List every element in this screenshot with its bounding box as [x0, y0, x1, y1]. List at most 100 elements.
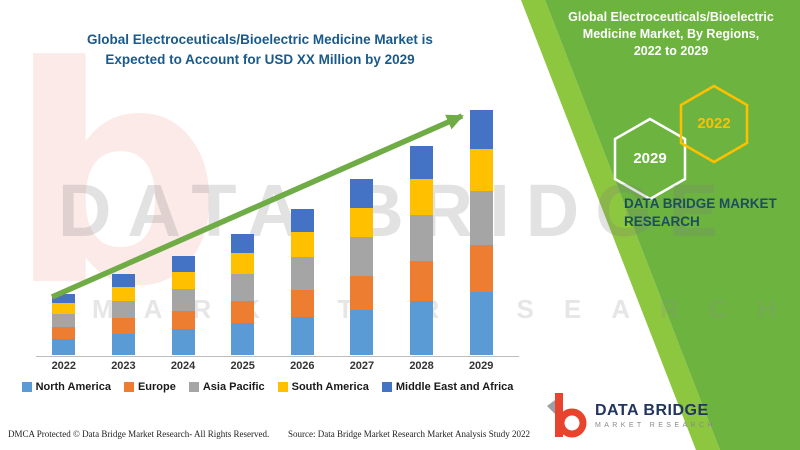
chart-title-line2: Expected to Account for USD XX Million b… [105, 52, 415, 67]
bar-column-2028: 2028 [409, 103, 434, 375]
legend-swatch [277, 382, 288, 392]
bar-segment-2027-middle-east-and-africa [350, 179, 374, 208]
bar-segment-2024-south-america [171, 272, 195, 289]
bar-segment-2025-asia-pacific [231, 274, 255, 301]
bar-column-2023: 2023 [111, 103, 136, 375]
bar-2027 [350, 179, 374, 355]
x-axis-label: 2029 [468, 360, 494, 372]
band-brand-line1: DATA BRIDGE MARKET [624, 196, 777, 211]
bar-segment-2022-asia-pacific [52, 313, 76, 328]
dmca-notice: DMCA Protected © Data Bridge Market Rese… [8, 429, 270, 439]
bar-segment-2025-north-america [231, 323, 255, 355]
bar-segment-2029-asia-pacific [469, 190, 493, 246]
bar-segment-2026-south-america [290, 232, 314, 258]
bar-segment-2027-south-america [350, 207, 374, 238]
bar-segment-2025-south-america [231, 253, 255, 274]
band-brand-text: DATA BRIDGE MARKET RESEARCH [624, 195, 777, 231]
bar-segment-2026-middle-east-and-africa [290, 208, 314, 233]
x-axis-label: 2023 [111, 360, 136, 372]
logo-name-text: DATA BRIDGE [595, 401, 709, 419]
stacked-bar-chart: 2022 2023 2024 2025 2026 2027 2028 2029 [34, 103, 511, 375]
bar-2023 [111, 274, 135, 355]
hexagon-label-2029: 2029 [633, 150, 667, 167]
x-axis-label: 2025 [230, 360, 255, 372]
bar-segment-2024-middle-east-and-africa [171, 256, 195, 273]
bar-column-2029: 2029 [469, 103, 493, 375]
legend-item-north-america: North America [21, 381, 111, 393]
legend-label: Europe [137, 381, 176, 393]
bar-column-2026: 2026 [290, 103, 315, 375]
x-axis-line [36, 356, 519, 357]
legend-swatch [123, 382, 134, 392]
bar-segment-2029-north-america [469, 291, 493, 355]
x-axis-label: 2022 [51, 360, 77, 372]
bar-segment-2023-middle-east-and-africa [111, 274, 135, 287]
legend-label: North America [35, 381, 111, 393]
bar-segment-2023-south-america [111, 286, 135, 301]
bar-segment-2023-europe [111, 318, 135, 335]
bar-segment-2023-north-america [111, 334, 135, 355]
bar-segment-2026-asia-pacific [290, 257, 314, 290]
bar-2026 [290, 208, 314, 355]
legend-item-middle-east-and-africa: Middle East and Africa [381, 381, 514, 393]
legend-label: Asia Pacific [202, 381, 265, 393]
bar-column-2024: 2024 [171, 103, 195, 375]
bar-segment-2028-europe [410, 261, 434, 301]
bar-segment-2028-south-america [410, 179, 434, 215]
bar-column-2022: 2022 [52, 103, 76, 375]
bar-column-2027: 2027 [350, 103, 374, 375]
bar-segment-2022-middle-east-and-africa [52, 293, 76, 303]
bar-segment-2023-asia-pacific [111, 300, 135, 319]
bar-segment-2022-north-america [52, 339, 76, 355]
bar-segment-2027-asia-pacific [350, 237, 374, 276]
bar-segment-2024-asia-pacific [171, 288, 195, 311]
x-axis-label: 2027 [349, 360, 375, 372]
legend-item-europe: Europe [123, 381, 176, 393]
legend-item-south-america: South America [277, 381, 369, 393]
hexagon-label-2022: 2022 [697, 115, 731, 132]
bar-segment-2028-asia-pacific [410, 214, 434, 262]
bar-segment-2027-europe [350, 275, 374, 310]
legend-swatch [188, 382, 199, 392]
side-panel-heading: Global Electroceuticals/Bioelectric Medi… [550, 9, 792, 60]
bar-segment-2022-europe [52, 327, 76, 340]
x-axis-label: 2026 [290, 360, 315, 372]
bar-segment-2029-europe [469, 245, 493, 292]
bar-segment-2028-middle-east-and-africa [410, 145, 434, 180]
x-axis-label: 2028 [409, 360, 434, 372]
bar-segment-2029-south-america [469, 149, 493, 191]
side-heading-line2: Medicine Market, By Regions, [582, 27, 760, 41]
legend-swatch [381, 382, 392, 392]
chart-title: Global Electroceuticals/Bioelectric Medi… [40, 30, 480, 70]
bar-segment-2025-europe [231, 300, 255, 324]
bar-segment-2027-north-america [350, 309, 374, 355]
legend-label: South America [291, 381, 369, 393]
source-note: Source: Data Bridge Market Research Mark… [288, 429, 530, 439]
bar-segment-2025-middle-east-and-africa [231, 234, 255, 254]
bar-segment-2024-europe [171, 310, 195, 330]
bar-2025 [231, 234, 255, 355]
company-logo: DATA BRIDGE MARKET RESEARCH [545, 392, 716, 438]
bar-segment-2029-middle-east-and-africa [469, 109, 493, 150]
bar-segment-2024-north-america [171, 329, 195, 355]
legend-label: Middle East and Africa [395, 381, 514, 393]
logo-tagline-text: MARKET RESEARCH [595, 421, 716, 429]
side-heading-line3: 2022 to 2029 [633, 44, 709, 58]
bar-segment-2022-south-america [52, 302, 76, 314]
chart-title-line1: Global Electroceuticals/Bioelectric Medi… [87, 32, 433, 47]
bar-2024 [171, 256, 195, 355]
bar-2029 [469, 109, 493, 355]
bar-segment-2026-europe [290, 289, 314, 318]
band-brand-line2: RESEARCH [624, 214, 700, 229]
x-axis-label: 2024 [170, 360, 196, 372]
legend-swatch [21, 382, 32, 392]
bar-2028 [410, 145, 434, 355]
company-logo-mark [547, 393, 587, 438]
bar-2022 [52, 293, 76, 355]
side-heading-line1: Global Electroceuticals/Bioelectric [568, 10, 774, 24]
bar-column-2025: 2025 [230, 103, 255, 375]
chart-legend: North America Europe Asia Pacific South Ame… [0, 381, 535, 393]
bar-segment-2028-north-america [410, 300, 434, 355]
legend-item-asia-pacific: Asia Pacific [188, 381, 265, 393]
